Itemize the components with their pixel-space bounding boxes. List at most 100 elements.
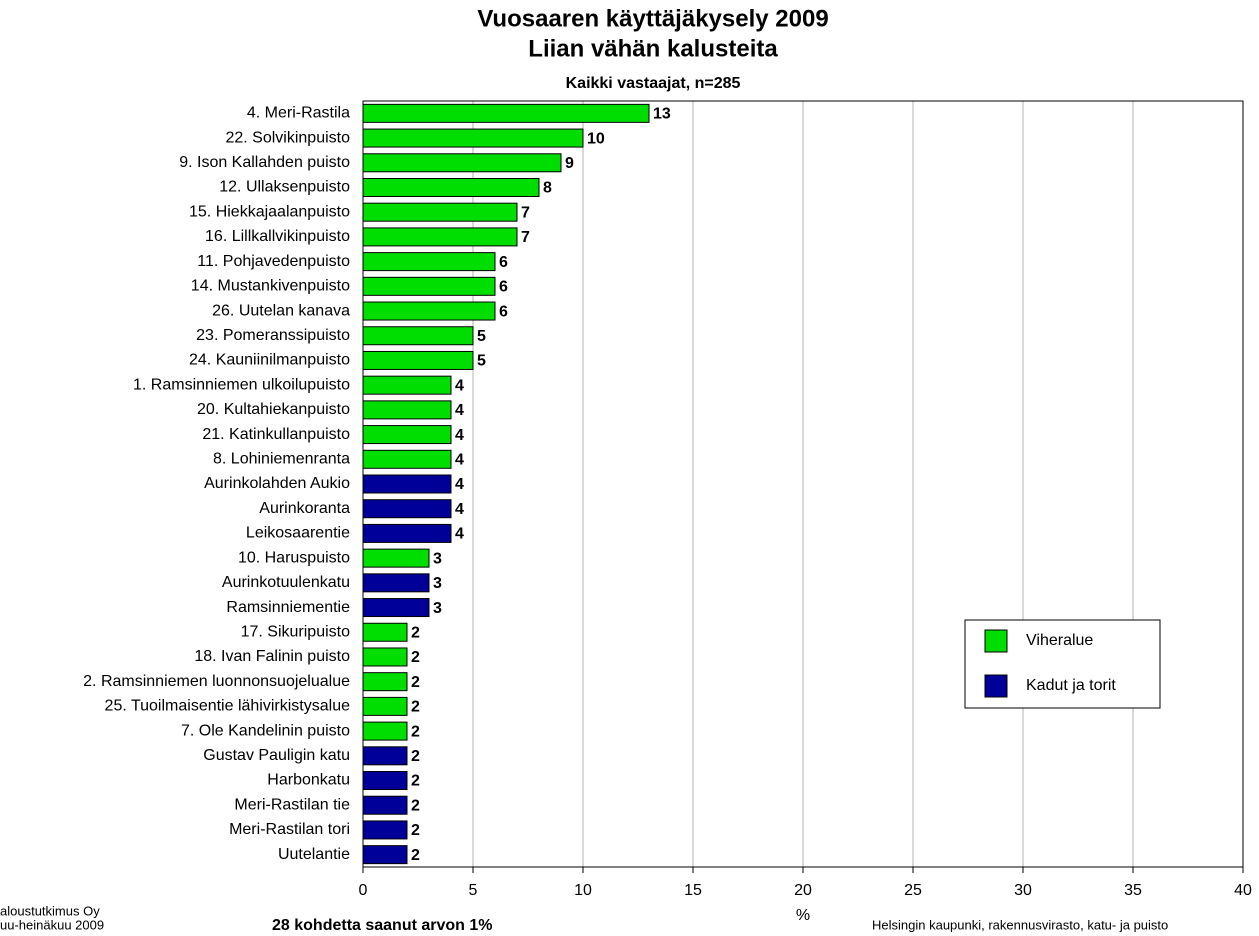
y-tick-label: 22. Solvikinpuisto xyxy=(225,129,350,146)
data-label: 8 xyxy=(543,180,552,197)
data-label: 4 xyxy=(455,377,464,394)
data-label: 2 xyxy=(411,797,420,814)
y-tick-label: Ramsinniementie xyxy=(226,599,350,616)
data-label: 2 xyxy=(411,748,420,765)
note: Helsingin kaupunki, rakennusvirasto, kat… xyxy=(872,917,1168,932)
bar xyxy=(362,425,452,445)
y-tick-label: Aurinkolahden Aukio xyxy=(204,475,350,492)
bar xyxy=(362,771,408,791)
bar xyxy=(362,276,496,296)
data-label: 3 xyxy=(433,550,442,567)
bar xyxy=(362,326,474,346)
x-tick-label: 40 xyxy=(1234,882,1252,899)
data-label: 7 xyxy=(521,204,530,221)
y-tick-label: 20. Kultahiekanpuisto xyxy=(197,401,350,418)
y-tick-label: Aurinkotuulenkatu xyxy=(222,574,350,591)
bar xyxy=(362,548,430,568)
y-tick-label: 17. Sikuripuisto xyxy=(241,623,350,640)
y-tick-label: 24. Kauniinilmanpuisto xyxy=(189,352,350,369)
data-label: 4 xyxy=(455,402,464,419)
data-label: 2 xyxy=(411,822,420,839)
y-tick-label: 8. Lohiniemenranta xyxy=(213,451,350,468)
bar xyxy=(362,103,650,123)
legend-label: Kadut ja torit xyxy=(1026,677,1116,694)
bar xyxy=(362,252,496,272)
y-tick-label: Meri-Rastilan tie xyxy=(234,796,350,813)
y-tick-label: Aurinkoranta xyxy=(259,500,350,517)
data-label: 2 xyxy=(411,649,420,666)
data-label: 2 xyxy=(411,847,420,864)
y-tick-label: 7. Ole Kandelinin puisto xyxy=(181,722,350,739)
data-label: 4 xyxy=(455,526,464,543)
bar xyxy=(362,845,408,865)
data-label: 4 xyxy=(455,452,464,469)
data-label: 3 xyxy=(433,600,442,617)
y-tick-label: 23. Pomeranssipuisto xyxy=(196,327,350,344)
bar xyxy=(362,202,518,222)
data-label: 6 xyxy=(499,254,508,271)
y-tick-label: 11. Pohjavedenpuisto xyxy=(197,253,350,270)
bar xyxy=(362,672,408,692)
note: 28 kohdetta saanut arvon 1% xyxy=(272,917,493,934)
bar xyxy=(362,153,562,173)
x-tick-label: 10 xyxy=(574,882,592,899)
note: uu-heinäkuu 2009 xyxy=(0,917,104,932)
legend-swatch xyxy=(984,674,1008,698)
bar xyxy=(362,523,452,543)
bar xyxy=(362,622,408,642)
note: aloustutkimus Oy xyxy=(0,903,100,918)
bar xyxy=(362,499,452,519)
y-tick-label: 2. Ramsinniemen luonnonsuojelualue xyxy=(83,673,350,690)
data-label: 7 xyxy=(521,229,530,246)
data-label: 2 xyxy=(411,773,420,790)
x-tick-label: 35 xyxy=(1124,882,1142,899)
y-tick-label: Harbonkatu xyxy=(267,772,350,789)
bar xyxy=(362,350,474,370)
data-label: 6 xyxy=(499,303,508,320)
y-tick-label: Meri-Rastilan tori xyxy=(229,821,350,838)
bar xyxy=(362,474,452,494)
data-label: 6 xyxy=(499,279,508,296)
bar xyxy=(362,647,408,667)
y-tick-label: Gustav Pauligin katu xyxy=(203,747,350,764)
legend-label: Viheralue xyxy=(1026,632,1093,649)
y-tick-label: 16. Lillkallvikinpuisto xyxy=(205,228,350,245)
bar xyxy=(362,227,518,247)
bar xyxy=(362,721,408,741)
x-tick-label: 5 xyxy=(469,882,478,899)
data-label: 2 xyxy=(411,674,420,691)
data-label: 10 xyxy=(587,130,605,147)
x-tick-label: 30 xyxy=(1014,882,1032,899)
y-tick-label: 14. Mustankivenpuisto xyxy=(191,278,350,295)
bar xyxy=(362,598,430,618)
bar xyxy=(362,696,408,716)
y-tick-label: 25. Tuoilmaisentie lähivirkistysalue xyxy=(105,698,351,715)
bar xyxy=(362,400,452,420)
bar xyxy=(362,449,452,469)
chart-subtitle: Kaikki vastaajat, n=285 xyxy=(566,75,741,92)
data-label: 5 xyxy=(477,328,486,345)
x-tick-label: 25 xyxy=(904,882,922,899)
y-tick-label: 10. Haruspuisto xyxy=(238,549,350,566)
legend-swatch xyxy=(984,629,1008,653)
bar xyxy=(362,820,408,840)
x-tick-label: 20 xyxy=(794,882,812,899)
bar xyxy=(362,746,408,766)
data-label: 2 xyxy=(411,723,420,740)
data-label: 4 xyxy=(455,501,464,518)
data-label: 2 xyxy=(411,624,420,641)
y-tick-label: 1. Ramsinniemen ulkoilupuisto xyxy=(133,376,350,393)
data-label: 2 xyxy=(411,699,420,716)
y-tick-label: 4. Meri-Rastila xyxy=(247,105,350,122)
y-tick-label: Uutelantie xyxy=(278,846,350,863)
y-tick-label: 9. Ison Kallahden puisto xyxy=(179,154,350,171)
x-tick-label: 15 xyxy=(684,882,702,899)
chart-title: Vuosaaren käyttäjäkysely 2009 xyxy=(477,5,828,32)
x-tick-label: 0 xyxy=(359,882,368,899)
bar xyxy=(362,573,430,593)
data-label: 5 xyxy=(477,353,486,370)
bar xyxy=(362,301,496,321)
y-tick-label: 15. Hiekkajaalanpuisto xyxy=(189,203,350,220)
data-label: 4 xyxy=(455,427,464,444)
bar xyxy=(362,795,408,815)
